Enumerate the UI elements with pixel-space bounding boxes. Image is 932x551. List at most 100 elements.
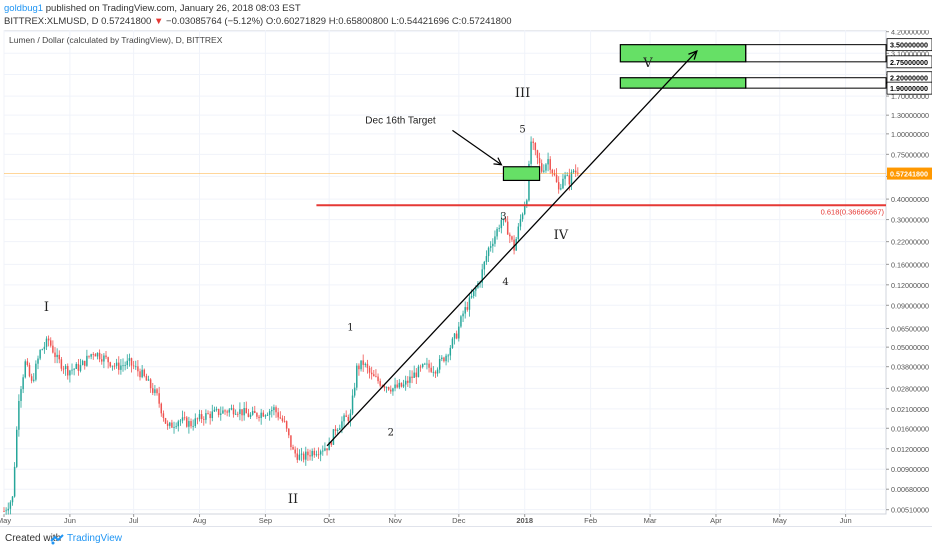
candle-body <box>220 413 222 415</box>
candle-body <box>43 346 46 350</box>
candle-body <box>443 357 445 362</box>
y-tick-label: 0.12000000 <box>891 281 929 290</box>
x-tick-label: Sep <box>259 516 272 525</box>
candle-body <box>370 372 373 375</box>
down-arrow-icon: ▼ <box>153 16 164 27</box>
dec-target-box <box>502 166 541 182</box>
candle-body <box>64 365 67 369</box>
candle-body <box>502 218 505 220</box>
candle-body <box>169 422 171 426</box>
created-with-label: Created with <box>5 533 62 544</box>
candle-body <box>9 502 12 509</box>
candle-body <box>540 163 543 172</box>
candle-body <box>362 360 364 365</box>
candle-body <box>428 363 430 368</box>
candle-body <box>75 364 78 369</box>
candle-body <box>468 297 471 310</box>
candle-body <box>90 354 92 357</box>
y-tick-label: 0.00510000 <box>891 506 929 515</box>
candle-body <box>54 352 56 358</box>
y-tick-label: 1.00000000 <box>891 130 929 139</box>
y-tick-label: 4.20000000 <box>891 30 929 37</box>
candle-body <box>175 426 177 428</box>
candle-body <box>84 360 86 366</box>
trendline <box>326 50 698 447</box>
candle-body <box>147 379 150 381</box>
candle-body <box>475 287 477 291</box>
candle-body <box>317 454 320 456</box>
candle-body <box>536 150 539 158</box>
candle-body <box>209 413 211 419</box>
candle-body <box>41 349 43 351</box>
candle-body <box>77 364 80 371</box>
y-tick-label: 0.05000000 <box>891 343 929 352</box>
candle-body <box>432 371 435 373</box>
x-tick-label: Jun <box>64 516 76 525</box>
candle-body <box>494 236 496 244</box>
candle-body <box>336 429 339 432</box>
x-tick-label: Oct <box>323 516 336 525</box>
candle-body <box>557 182 560 190</box>
candle-body <box>162 413 165 419</box>
candle-body <box>421 364 424 368</box>
candle-body <box>360 360 362 370</box>
candle-body <box>124 365 126 366</box>
candle-body <box>217 409 220 415</box>
candle-body <box>249 414 252 417</box>
candle-body <box>7 508 9 511</box>
dec-target-arrowhead <box>493 157 503 166</box>
price-change: −0.03085764 (−5.12%) <box>166 16 264 27</box>
candle-body <box>460 316 462 327</box>
candle-body <box>305 451 307 460</box>
y-tick-label: 0.06500000 <box>891 324 929 333</box>
tradingview-brand[interactable]: TradingView <box>67 533 123 544</box>
symbol-line: BITTREX:XLMUSD, D 0.57241800 ▼ −0.030857… <box>4 15 512 28</box>
candle-body <box>407 380 409 383</box>
candle-body <box>366 363 369 368</box>
wave-label-V: V <box>642 56 653 71</box>
price-chart[interactable]: 4.200000003.100000002.300000001.70000000… <box>0 30 932 526</box>
candle-body <box>453 333 456 339</box>
candle-body <box>145 375 148 381</box>
candle-body <box>137 366 139 372</box>
candle-body <box>534 142 537 151</box>
candle-body <box>143 369 146 376</box>
candle-body <box>37 358 39 364</box>
candle-body <box>128 358 131 361</box>
candle-body <box>309 455 311 457</box>
x-tick-label: Aug <box>193 516 206 525</box>
candle-body <box>232 408 235 415</box>
dec-target-label: Dec 16th Target <box>365 115 436 126</box>
target-price-label: 3.50000000 <box>890 41 928 50</box>
candle-body <box>373 374 375 377</box>
ohlc-values: O:0.60271829 H:0.65800800 L:0.54421696 C… <box>265 16 512 27</box>
candle-body <box>283 420 286 422</box>
candle-body <box>194 418 197 427</box>
candle-body <box>203 419 205 420</box>
candle-body <box>398 382 401 388</box>
candle-body <box>413 372 415 378</box>
candle-body <box>164 418 167 424</box>
candle-body <box>126 360 129 366</box>
x-tick-label: Jul <box>129 516 139 525</box>
candle-body <box>56 354 58 358</box>
subwave-label-2: 2 <box>388 427 394 438</box>
candle-body <box>411 376 413 378</box>
author-link[interactable]: goldbug1 <box>4 3 44 14</box>
candle-body <box>564 175 566 179</box>
candle-body <box>245 408 248 414</box>
candle-body <box>368 367 371 373</box>
candle-body <box>13 466 16 497</box>
candle-body <box>33 379 35 381</box>
y-tick-label: 0.01600000 <box>891 424 929 433</box>
candle-body <box>171 422 173 428</box>
candle-body <box>390 389 392 392</box>
subwave-label-4: 4 <box>502 277 508 288</box>
candle-body <box>509 234 511 237</box>
candle-body <box>239 409 241 415</box>
candle-body <box>173 426 175 428</box>
chart-header: goldbug1 published on TradingView.com, J… <box>0 0 932 30</box>
x-tick-label: Jun <box>840 516 852 525</box>
candle-body <box>470 296 473 298</box>
candle-body <box>122 365 124 367</box>
